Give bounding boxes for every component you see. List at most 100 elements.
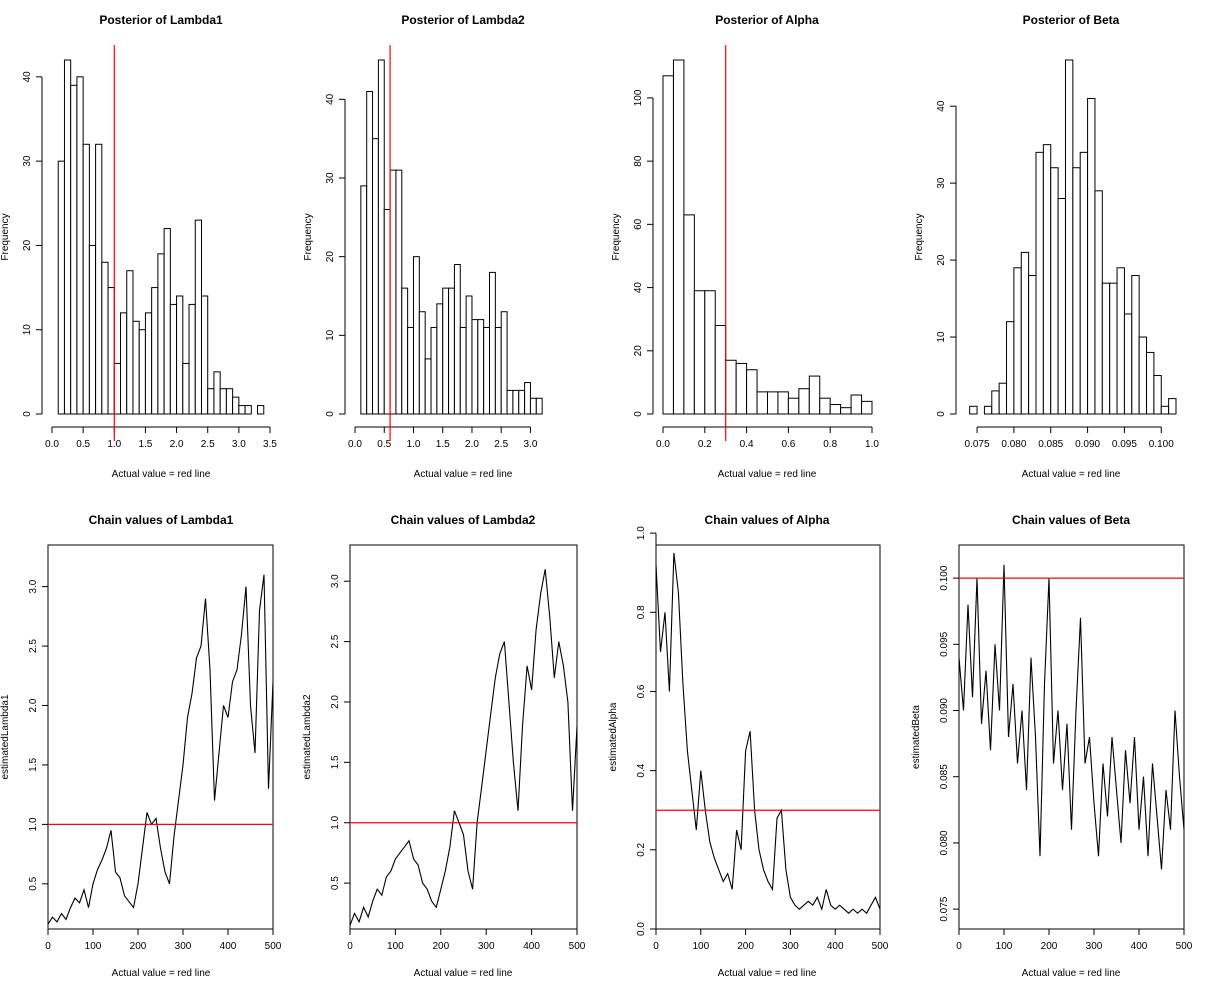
y-tick-label: 80 bbox=[633, 155, 644, 167]
y-tick-label: 10 bbox=[936, 331, 947, 343]
y-tick-label: 2.0 bbox=[28, 698, 39, 712]
histogram-bar bbox=[377, 59, 385, 415]
panel-6: Chain values of Lambda2 Actual value = re… bbox=[302, 513, 586, 979]
histogram-bar bbox=[219, 388, 227, 415]
x-tick-label: 500 bbox=[872, 941, 889, 952]
y-tick-label: 3.0 bbox=[28, 579, 39, 593]
panel-2: Posterior of Lambda2 Actual value = red l… bbox=[303, 13, 543, 480]
histogram-bar bbox=[257, 405, 265, 415]
histogram-bar bbox=[430, 326, 438, 415]
chain-trace-line bbox=[959, 564, 1184, 870]
x-tick-label: 100 bbox=[996, 941, 1013, 952]
histogram-bar bbox=[494, 326, 502, 415]
x-tick-label: 500 bbox=[569, 941, 586, 952]
panel-title: Posterior of Lambda1 bbox=[99, 13, 223, 27]
histogram-bar bbox=[395, 169, 403, 415]
x-tick-label: 3.0 bbox=[524, 439, 538, 450]
histogram-bar bbox=[1050, 167, 1059, 415]
x-tick-label: 1.5 bbox=[436, 439, 450, 450]
panel-8: Chain values of Beta Actual value = red l… bbox=[911, 513, 1193, 979]
histogram-bar bbox=[1123, 313, 1133, 415]
histogram-bar bbox=[1087, 97, 1096, 415]
x-tick-label: 300 bbox=[1086, 941, 1103, 952]
y-tick-label: 0.5 bbox=[28, 876, 39, 890]
x-tick-label: 0.0 bbox=[348, 439, 362, 450]
x-tick-label: 400 bbox=[827, 941, 844, 952]
x-tick-label: 0.0 bbox=[656, 439, 670, 450]
y-tick-label: 0.8 bbox=[636, 605, 647, 619]
y-tick-label: 0.090 bbox=[939, 698, 950, 723]
x-tick-label: 0.0 bbox=[45, 439, 59, 450]
histogram-bar bbox=[1101, 282, 1111, 415]
histogram-bar bbox=[383, 208, 391, 415]
histogram-bar bbox=[407, 326, 414, 415]
x-tick-label: 300 bbox=[478, 941, 495, 952]
y-axis-label: estimatedLambda2 bbox=[302, 694, 313, 779]
y-tick-label: 0 bbox=[633, 411, 644, 417]
panel-4: Posterior of Beta Actual value = red line… bbox=[914, 13, 1177, 480]
x-tick-label: 0.5 bbox=[76, 439, 90, 450]
histogram-bar bbox=[372, 138, 379, 415]
histogram-bar bbox=[163, 228, 171, 415]
y-axis-label: estimatedBeta bbox=[911, 705, 922, 769]
histogram-bar bbox=[518, 389, 526, 415]
histogram-bar bbox=[787, 397, 800, 415]
plot-frame bbox=[655, 544, 881, 930]
x-tick-label: 500 bbox=[265, 941, 282, 952]
histogram-bar bbox=[1079, 151, 1089, 415]
plot-frame bbox=[958, 544, 1185, 930]
x-tick-label: 400 bbox=[523, 941, 540, 952]
x-tick-label: 0.8 bbox=[823, 439, 837, 450]
x-tick-label: 2.5 bbox=[201, 439, 215, 450]
x-tick-label: 0.095 bbox=[1112, 439, 1137, 450]
histogram-bar bbox=[442, 287, 450, 415]
x-tick-label: 2.0 bbox=[465, 439, 479, 450]
histogram-bar bbox=[194, 219, 202, 415]
y-tick-label: 10 bbox=[22, 324, 33, 336]
histogram-bar bbox=[819, 397, 831, 415]
y-tick-label: 0.5 bbox=[330, 876, 341, 890]
histogram-bar bbox=[360, 185, 368, 415]
x-tick-label: 0.085 bbox=[1038, 439, 1063, 450]
histogram-bar bbox=[63, 59, 72, 415]
histogram-bar bbox=[524, 382, 531, 415]
x-tick-label: 0.6 bbox=[781, 439, 795, 450]
x-tick-label: 400 bbox=[1131, 941, 1148, 952]
histogram-bar bbox=[850, 394, 863, 415]
x-tick-label: 0.090 bbox=[1075, 439, 1100, 450]
histogram-bar bbox=[506, 389, 514, 415]
histogram-bar bbox=[389, 169, 397, 415]
panel-title: Posterior of Beta bbox=[1023, 13, 1120, 27]
y-axis-label: estimatedLambda1 bbox=[0, 694, 11, 779]
x-axis-label: Actual value = red line bbox=[414, 469, 513, 480]
y-tick-label: 30 bbox=[22, 155, 33, 167]
y-tick-label: 100 bbox=[633, 89, 644, 106]
histogram-bar bbox=[1072, 167, 1081, 415]
histogram-bar bbox=[132, 320, 140, 415]
x-tick-label: 100 bbox=[387, 941, 404, 952]
histogram-bar bbox=[1035, 151, 1044, 415]
y-tick-label: 0.075 bbox=[939, 896, 950, 921]
y-tick-label: 0.4 bbox=[636, 763, 647, 777]
x-tick-label: 0 bbox=[347, 941, 353, 952]
histogram-bar bbox=[448, 287, 455, 415]
histogram-bar bbox=[207, 388, 215, 415]
histogram-bar bbox=[998, 382, 1008, 415]
histogram-bar bbox=[767, 391, 779, 415]
histogram-bar bbox=[798, 388, 810, 415]
histogram-bar bbox=[88, 244, 97, 415]
y-axis-label: Frequency bbox=[303, 213, 314, 260]
histogram-bar bbox=[683, 214, 695, 415]
y-tick-label: 60 bbox=[633, 218, 644, 230]
histogram-bar bbox=[1042, 144, 1052, 415]
panel-title: Posterior of Lambda2 bbox=[401, 13, 525, 27]
histogram-bar bbox=[840, 407, 852, 415]
histogram-bar bbox=[401, 287, 409, 415]
y-tick-label: 30 bbox=[936, 177, 947, 189]
histogram-bar bbox=[704, 290, 716, 415]
histogram-bar bbox=[465, 295, 473, 415]
histogram-bar bbox=[453, 264, 461, 415]
panel-title: Chain values of Lambda2 bbox=[391, 513, 536, 527]
